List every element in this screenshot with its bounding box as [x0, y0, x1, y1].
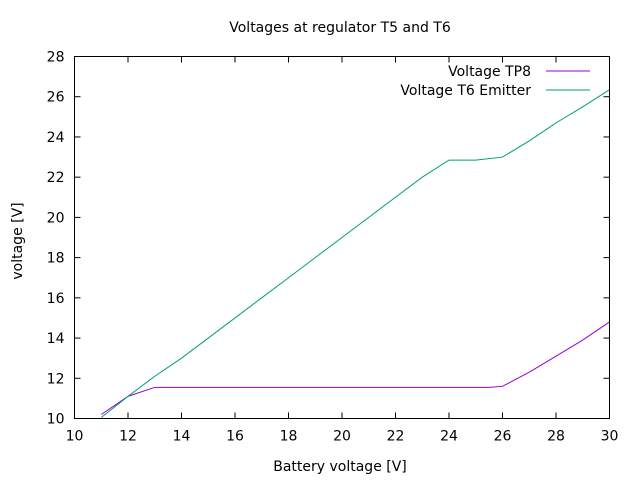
y-tick-label: 28: [47, 50, 65, 66]
x-tick-label: 22: [387, 429, 405, 445]
x-axis-label: Battery voltage [V]: [273, 459, 407, 475]
chart-title: Voltages at regulator T5 and T6: [229, 20, 451, 36]
series-line-voltage-tp8: [100, 321, 610, 415]
x-tick-label: 16: [226, 429, 244, 445]
y-tick-label: 22: [47, 170, 65, 186]
y-tick-label: 14: [47, 331, 65, 347]
plot-frame: [74, 56, 610, 419]
axis-ticks: 10 12 14 16 18 20 22 24 26 28 30 10 12 14 16 18 20 22 24 26…: [47, 50, 619, 445]
x-tick-label: 14: [173, 429, 191, 445]
x-tick-label: 30: [601, 429, 619, 445]
x-tick-label: 18: [280, 429, 298, 445]
x-tick-label: 12: [119, 429, 137, 445]
y-tick-label: 24: [47, 130, 65, 146]
x-tick-label: 20: [333, 429, 351, 445]
y-tick-label: 18: [47, 251, 65, 267]
y-tick-label: 12: [47, 371, 65, 387]
legend-label: Voltage T6 Emitter: [400, 83, 531, 99]
y-tick-label: 26: [47, 90, 65, 106]
x-tick-label: 26: [494, 429, 512, 445]
legend: Voltage TP8 Voltage T6 Emitter: [400, 64, 590, 99]
y-tick-label: 16: [47, 291, 65, 307]
y-axis-label: voltage [V]: [10, 202, 26, 279]
y-tick-label: 10: [47, 412, 65, 428]
x-tick-label: 28: [547, 429, 565, 445]
x-tick-label: 10: [66, 429, 84, 445]
legend-label: Voltage TP8: [448, 64, 531, 80]
y-tick-label: 20: [47, 210, 65, 226]
series-line-voltage-t6-emitter: [100, 89, 610, 418]
series-lines: [100, 89, 610, 418]
x-tick-label: 24: [440, 429, 458, 445]
